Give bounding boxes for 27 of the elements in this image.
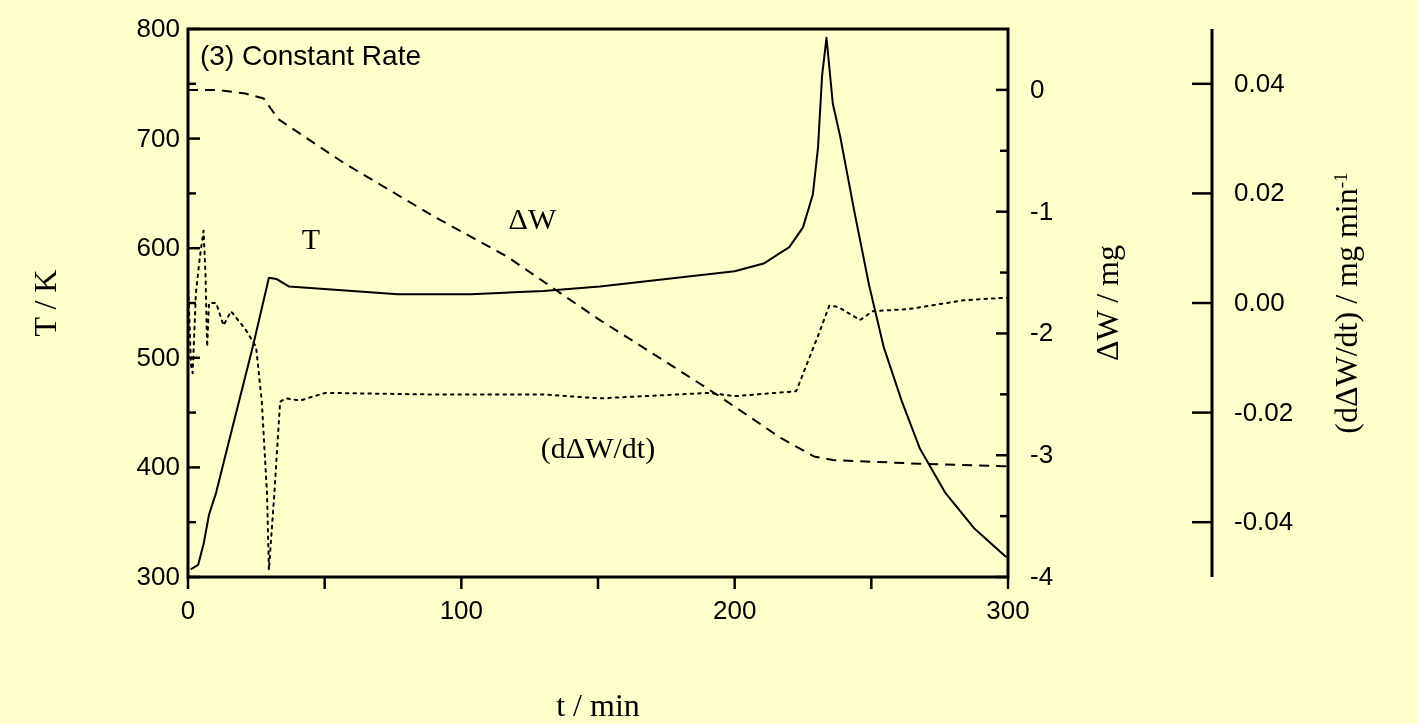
y3-tick-label: -0.02	[1234, 396, 1294, 427]
y-tick-label: 300	[136, 561, 180, 591]
y2-tick-label: -1	[1030, 195, 1054, 226]
y3-tick-label: 0.00	[1234, 287, 1285, 317]
y-axis-title: T / K	[27, 269, 63, 337]
y3-tick-label: 0.04	[1234, 67, 1285, 98]
y2-tick-label: -4	[1030, 561, 1054, 591]
x-tick-label: 200	[712, 595, 757, 625]
y2-tick-label: -3	[1030, 439, 1054, 470]
y3-tick-label: -0.04	[1234, 506, 1294, 537]
series-label: ΔW	[508, 201, 557, 235]
x-tick-label: 100	[439, 595, 484, 625]
chart-title: (3) Constant Rate	[200, 40, 421, 71]
y2-tick-label: -2	[1030, 317, 1054, 348]
series-label: T	[301, 221, 321, 255]
y-tick-label: 700	[136, 122, 180, 153]
y3-tick-label: 0.02	[1234, 177, 1285, 208]
y2-axis-title: ΔW / mg	[1089, 245, 1125, 361]
y-tick-label: 800	[136, 13, 180, 43]
x-tick-label: 0	[180, 595, 196, 625]
x-tick-label: 300	[986, 595, 1030, 625]
y-tick-label: 400	[136, 451, 180, 482]
y-tick-label: 600	[136, 232, 180, 263]
x-axis-title: t / min	[556, 687, 640, 723]
y2-tick-label: 0	[1030, 73, 1045, 104]
y-tick-label: 500	[136, 341, 180, 372]
series-label: (dΔW/dt)	[540, 431, 656, 466]
